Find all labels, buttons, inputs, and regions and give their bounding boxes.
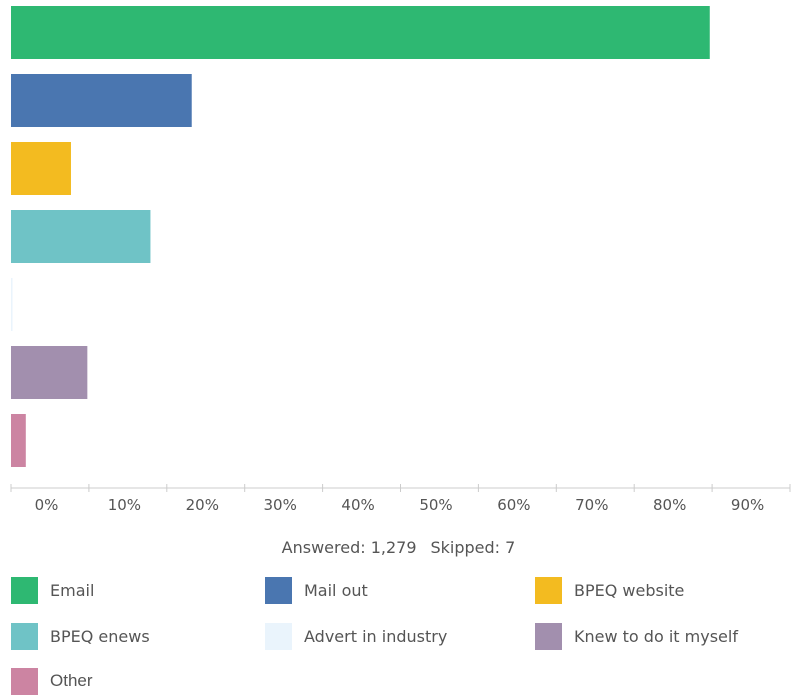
- x-axis-ticks: 0%10%20%30%40%50%60%70%80%90%100%: [10, 484, 791, 514]
- bar-chart: 0%10%20%30%40%50%60%70%80%90%100%: [10, 6, 791, 514]
- legend-item-bpeq-enews[interactable]: BPEQ enews: [11, 622, 150, 650]
- bar-advert-in-industry[interactable]: [11, 278, 13, 331]
- legend-swatch: [11, 667, 38, 695]
- x-tick-label: 80%: [653, 496, 686, 514]
- legend-label: Advert in industry: [304, 626, 448, 646]
- x-tick-label: 30%: [264, 496, 297, 514]
- x-tick-label: 60%: [497, 496, 530, 514]
- legend-swatch: [11, 622, 38, 650]
- legend-swatch: [265, 622, 292, 650]
- bar-email[interactable]: [11, 6, 710, 59]
- legend-label: Knew to do it myself: [574, 626, 738, 646]
- legend-item-bpeq-website[interactable]: BPEQ website: [535, 576, 684, 604]
- legend-label: Other: [50, 671, 93, 690]
- legend-label: Mail out: [304, 580, 368, 600]
- x-tick-label: 0%: [35, 496, 59, 514]
- x-tick-label: 70%: [575, 496, 608, 514]
- legend-item-mail-out[interactable]: Mail out: [265, 576, 368, 604]
- legend-label: BPEQ enews: [50, 626, 150, 646]
- bar-bpeq-enews[interactable]: [11, 210, 151, 263]
- answered-count: Answered: 1,279: [281, 538, 417, 557]
- legend-item-knew-to-do-it-myself[interactable]: Knew to do it myself: [535, 622, 738, 650]
- legend-item-other[interactable]: Other: [11, 667, 93, 695]
- bars-group: [11, 6, 710, 467]
- legend-label: BPEQ website: [574, 580, 685, 600]
- legend-item-advert-in-industry[interactable]: Advert in industry: [265, 622, 447, 650]
- x-tick-label: 90%: [731, 496, 764, 514]
- x-tick-label: 40%: [341, 496, 374, 514]
- legend-swatch: [265, 576, 292, 604]
- x-tick-label: 20%: [186, 496, 219, 514]
- bar-other[interactable]: [11, 414, 26, 467]
- x-tick-label: 10%: [108, 496, 141, 514]
- skipped-count: Skipped: 7: [430, 538, 516, 557]
- legend-swatch: [535, 622, 562, 650]
- legend-item-email[interactable]: Email: [11, 576, 94, 604]
- bar-mail-out[interactable]: [11, 74, 192, 127]
- legend-label: Email: [50, 580, 95, 600]
- legend-swatch: [11, 576, 38, 604]
- x-tick-label: 50%: [419, 496, 452, 514]
- bar-knew-to-do-it-myself[interactable]: [11, 346, 88, 399]
- legend-swatch: [535, 576, 562, 604]
- bar-bpeq-website[interactable]: [11, 142, 71, 195]
- response-summary: Answered: 1,279 Skipped: 7: [0, 538, 797, 557]
